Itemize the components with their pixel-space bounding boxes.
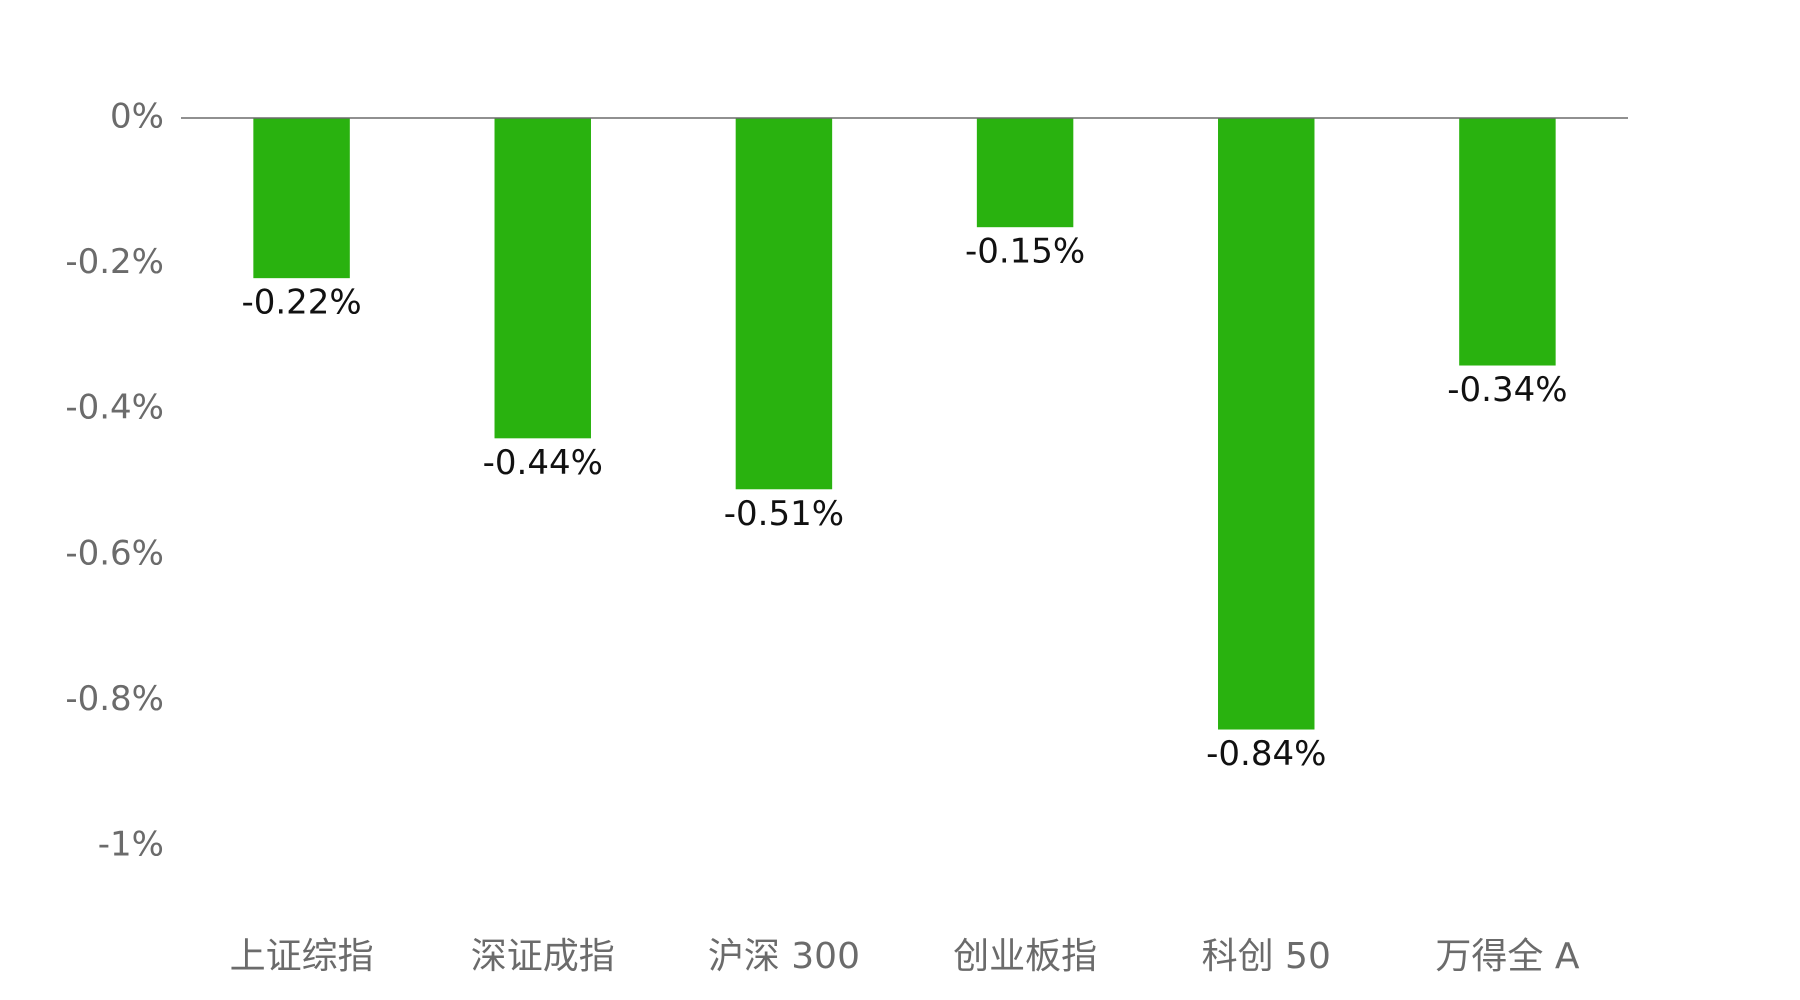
x-tick-label: 科创 50	[1202, 936, 1331, 977]
bar	[735, 118, 833, 490]
value-label: -0.34%	[1447, 370, 1567, 410]
bar	[1459, 118, 1556, 366]
value-label: -0.84%	[1206, 734, 1326, 774]
value-label: -0.22%	[241, 283, 361, 323]
bar	[494, 118, 591, 439]
bar	[1218, 118, 1315, 730]
x-tick-label: 上证综指	[230, 936, 374, 977]
y-tick-label: -0.6%	[65, 533, 164, 573]
bar	[253, 118, 350, 279]
x-tick-label: 深证成指	[471, 936, 615, 977]
x-tick-label: 万得全 A	[1435, 936, 1579, 977]
y-tick-label: -1%	[98, 825, 164, 865]
x-tick-label: 创业板指	[953, 936, 1097, 977]
y-tick-label: 0%	[110, 97, 164, 137]
value-label: -0.44%	[483, 443, 603, 483]
value-label: -0.51%	[724, 494, 844, 534]
y-tick-label: -0.2%	[65, 242, 164, 282]
value-label: -0.15%	[965, 232, 1085, 272]
x-tick-label: 沪深 300	[708, 936, 860, 977]
y-tick-label: -0.8%	[65, 679, 164, 719]
y-tick-label: -0.4%	[65, 388, 164, 428]
bar	[976, 118, 1074, 228]
